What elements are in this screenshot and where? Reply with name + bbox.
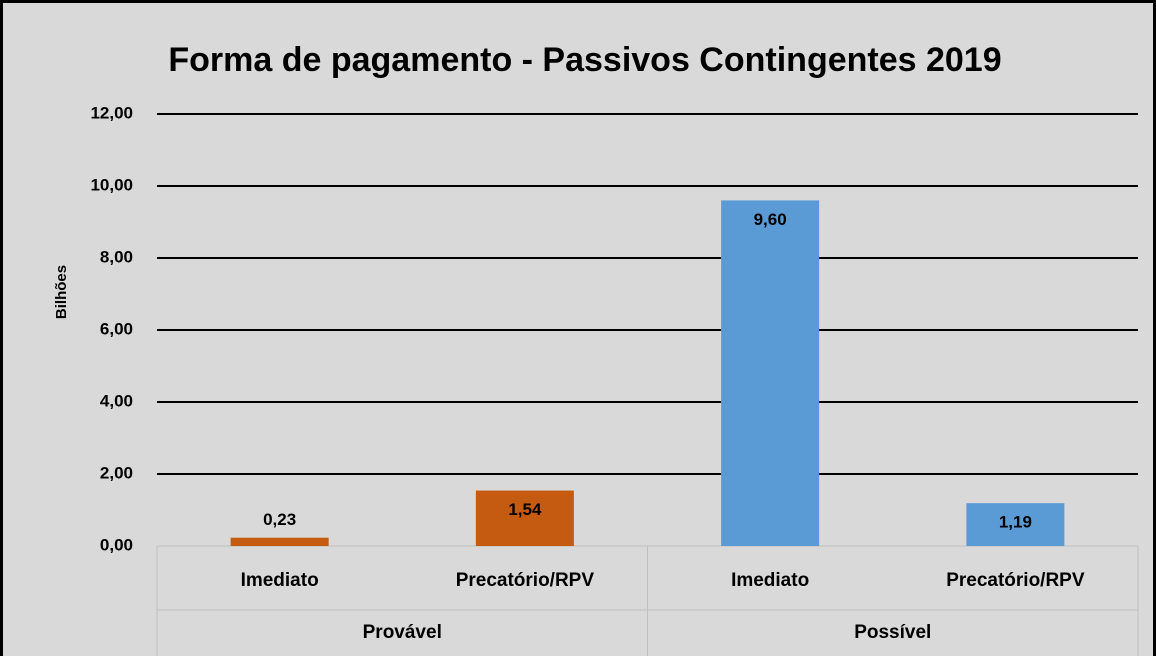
y-tick-label: 12,00 xyxy=(90,103,133,122)
data-label: 1,19 xyxy=(999,513,1032,532)
y-tick-label: 0,00 xyxy=(100,535,133,554)
group-label: Provável xyxy=(363,622,442,643)
y-tick-label: 6,00 xyxy=(100,319,133,338)
bar xyxy=(721,200,820,546)
y-tick-label: 2,00 xyxy=(100,463,133,482)
data-label: 0,23 xyxy=(263,510,296,529)
bar xyxy=(966,503,1065,546)
y-axis-label: Bilhões xyxy=(53,265,70,319)
y-tick-label: 10,00 xyxy=(90,175,133,194)
group-label: Possível xyxy=(854,622,931,643)
data-label: 9,60 xyxy=(754,210,787,229)
bar xyxy=(230,537,329,546)
x-tick-label: Precatório/RPV xyxy=(946,570,1085,591)
y-tick-label: 8,00 xyxy=(100,247,133,266)
x-tick-label: Imediato xyxy=(241,570,319,591)
bar xyxy=(475,490,574,546)
x-tick-label: Imediato xyxy=(731,570,809,591)
x-tick-label: Precatório/RPV xyxy=(456,570,595,591)
y-tick-label: 4,00 xyxy=(100,391,133,410)
data-label: 1,54 xyxy=(508,500,542,519)
chart-title: Forma de pagamento - Passivos Contingent… xyxy=(168,41,1001,79)
